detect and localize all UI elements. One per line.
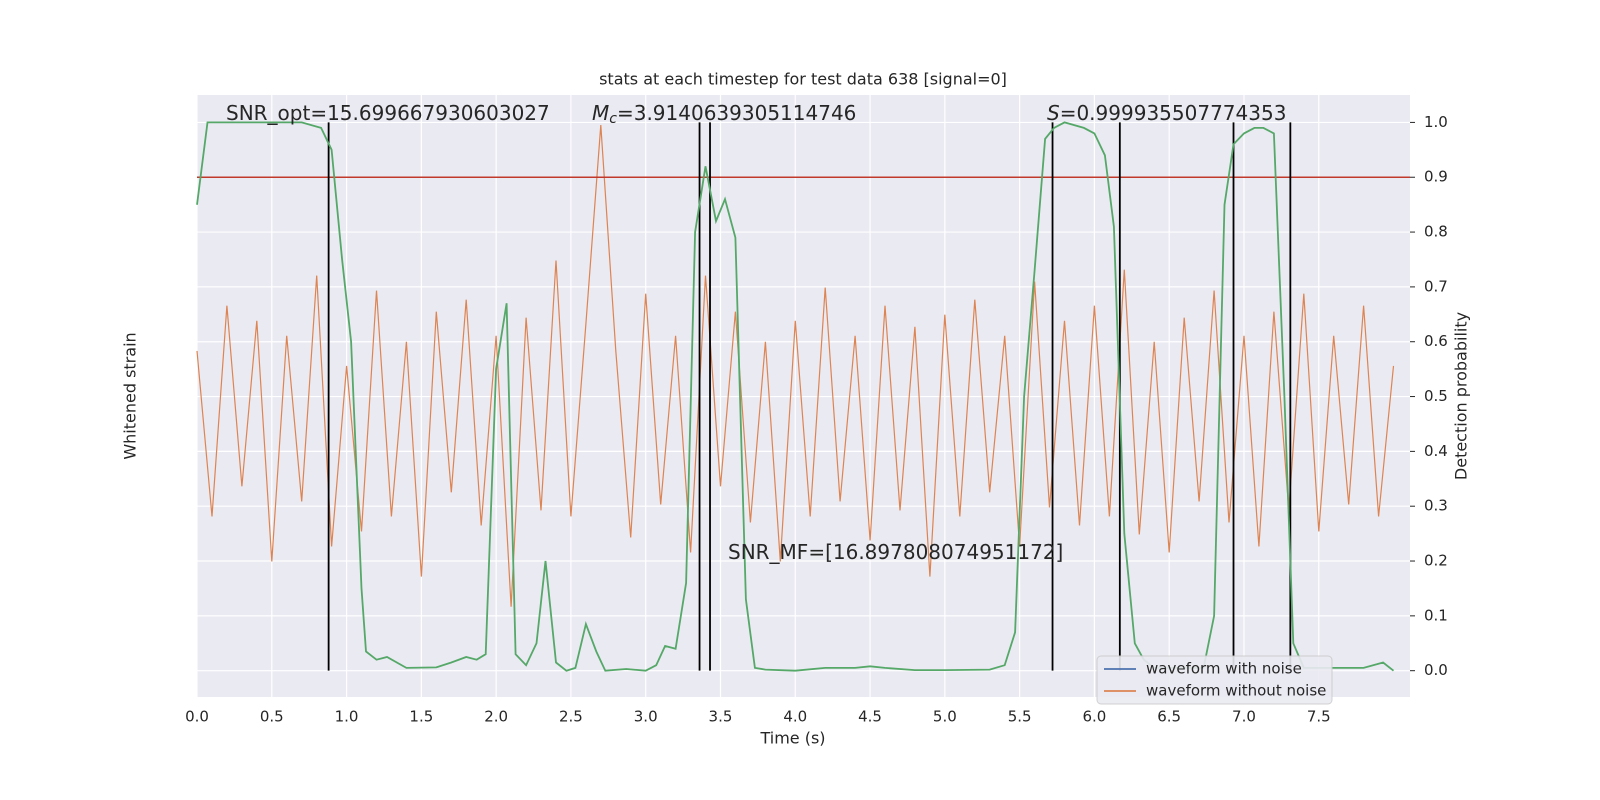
legend: waveform with noise waveform without nois… xyxy=(1096,655,1333,705)
y2-tick-label: 0.1 xyxy=(1424,606,1448,624)
x-tick-label: 0.5 xyxy=(260,708,284,726)
x-tick-label: 7.0 xyxy=(1232,708,1256,726)
annotation-part: SNR_opt=15.699667930603027 xyxy=(226,101,550,125)
x-tick-label: 6.0 xyxy=(1082,708,1106,726)
legend-label: waveform without noise xyxy=(1146,682,1326,700)
annotation: S=0.999935507774353 xyxy=(1047,101,1286,125)
y2-tick-label: 0.9 xyxy=(1424,168,1448,186)
x-tick-label: 3.0 xyxy=(634,708,658,726)
annotation-part: c xyxy=(609,111,617,127)
chart-title: stats at each timestep for test data 638… xyxy=(599,70,1007,89)
labels: 0.0 0.5 1.0 1.5 2.0 2.5 3.0 3.5 4.0 4.5 5.0 5.5 6.0 6… xyxy=(185,101,1448,726)
annotation: SNR_opt=15.699667930603027 xyxy=(226,101,550,125)
y-axis-label: Whitened strain xyxy=(121,332,140,459)
y2-tick-label: 0.8 xyxy=(1424,223,1448,241)
y2-tick-label: 0.6 xyxy=(1424,332,1448,350)
annotation-part: M xyxy=(592,101,609,125)
x-tick-label: 5.0 xyxy=(933,708,957,726)
annotation-part: =0.999935507774353 xyxy=(1060,101,1287,125)
x-tick-label: 7.5 xyxy=(1307,708,1331,726)
annotation-part: SNR_MF=[16.897808074951172] xyxy=(728,540,1063,564)
y2-tick-label: 0.2 xyxy=(1424,552,1448,570)
x-tick-label: 3.5 xyxy=(709,708,733,726)
x-tick-label: 6.5 xyxy=(1157,708,1181,726)
y2-axis-label: Detection probability xyxy=(1452,312,1471,480)
y2-tick-label: 0.7 xyxy=(1424,277,1448,295)
y2-tick-label: 0.3 xyxy=(1424,497,1448,515)
x-tick-label: 5.5 xyxy=(1008,708,1032,726)
annotation-part: S xyxy=(1047,101,1060,125)
x-tick-label: 2.5 xyxy=(559,708,583,726)
x-tick-label: 1.5 xyxy=(409,708,433,726)
series-line xyxy=(196,125,1395,607)
y2-tick-label: 0.4 xyxy=(1424,442,1448,460)
x-tick-label: 0.0 xyxy=(185,708,209,726)
y2-tick-label: 1.0 xyxy=(1424,113,1448,131)
x-tick-label: 4.5 xyxy=(858,708,882,726)
y2-tick-label: 0.5 xyxy=(1424,387,1448,405)
legend-box xyxy=(1096,655,1333,705)
annotation: Mc=3.9140639305114746 xyxy=(592,101,856,128)
x-tick-label: 2.0 xyxy=(484,708,508,726)
x-axis-label: Time (s) xyxy=(759,729,825,748)
legend-label: waveform with noise xyxy=(1146,660,1302,678)
annotation-part: =3.9140639305114746 xyxy=(617,101,856,125)
x-tick-label: 4.0 xyxy=(783,708,807,726)
annotation: SNR_MF=[16.897808074951172] xyxy=(728,540,1063,564)
y2-tick-label: 0.0 xyxy=(1424,661,1448,679)
x-tick-label: 1.0 xyxy=(335,708,359,726)
